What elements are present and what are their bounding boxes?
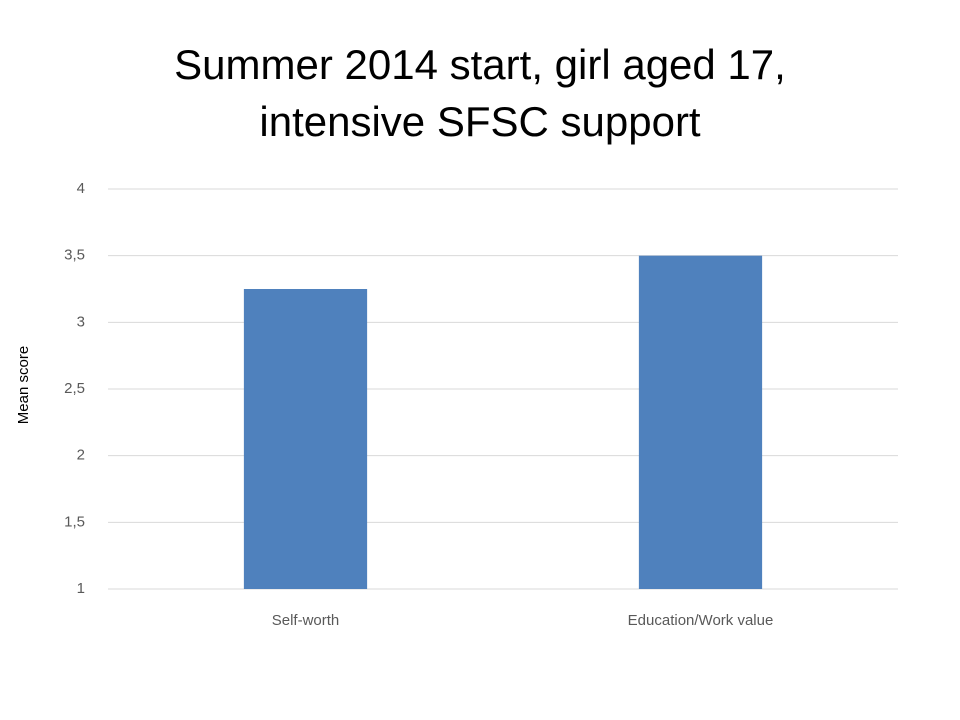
bar — [243, 289, 368, 589]
y-tick-label: 1,5 — [64, 513, 85, 530]
x-tick-label: Education/Work value — [628, 612, 774, 629]
x-tick-label: Self-worth — [272, 612, 340, 629]
chart-title: intensive SFSC support — [259, 98, 701, 145]
y-tick-label: 4 — [77, 180, 85, 197]
chart-title: Summer 2014 start, girl aged 17, — [174, 41, 786, 88]
y-tick-label: 2,5 — [64, 380, 85, 397]
y-tick-label: 2 — [77, 447, 85, 464]
bar — [638, 255, 763, 589]
y-axis-label: Mean score — [15, 346, 32, 424]
y-tick-label: 1 — [77, 580, 85, 597]
y-tick-label: 3 — [77, 313, 85, 330]
y-tick-label: 3,5 — [64, 247, 85, 264]
